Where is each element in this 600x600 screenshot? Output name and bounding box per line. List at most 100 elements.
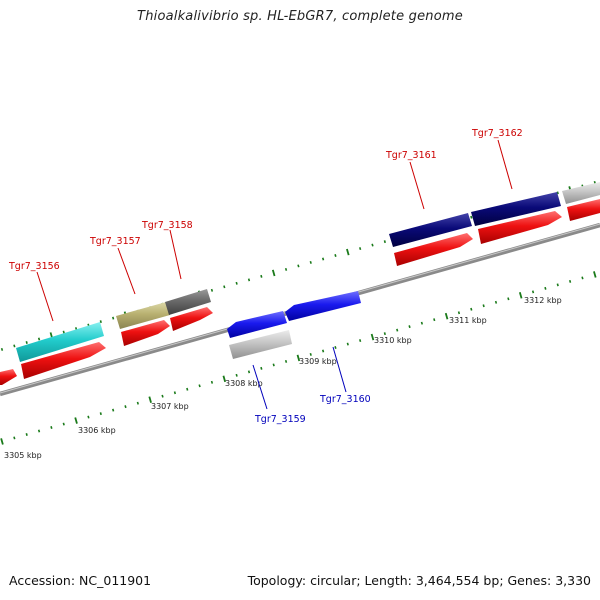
gene-label-tgr7-3156[interactable]: Tgr7_3156 [8,261,60,272]
genome-stats: Topology: circular; Length: 3,464,554 bp… [247,573,591,588]
minor-tick [396,328,399,332]
minor-tick [161,394,164,398]
major-tick [296,354,301,362]
minor-tick [124,405,127,409]
accession-label: Accession: [9,573,76,588]
gene-tgr7-3162[interactable] [471,192,561,226]
minor-tick [50,426,53,429]
gene-feature[interactable] [229,330,292,359]
gene-tgr7-3159[interactable] [227,311,287,338]
minor-tick [37,337,41,341]
gene-label-tgr7-3160[interactable]: Tgr7_3160 [319,394,371,405]
minor-tick [334,346,337,349]
minor-tick [359,339,362,343]
gene-label-tgr7-3158[interactable]: Tgr7_3158 [141,220,193,231]
reverse-gene-track [227,291,361,359]
minor-tick [173,391,177,395]
major-tick [370,333,375,341]
minor-tick [13,436,16,440]
minor-tick [309,353,312,356]
cds-feature[interactable] [21,342,106,379]
forward-gene-track [16,182,600,362]
scale-label: 3306 kbp [78,426,116,435]
gene-labels: Tgr7_3156 Tgr7_3157 Tgr7_3158 Tgr7_3159 … [8,128,523,425]
cds-track [0,199,600,385]
gene-label-tgr7-3162[interactable]: Tgr7_3162 [471,128,523,139]
gene-label-tgr7-3157[interactable]: Tgr7_3157 [89,236,141,247]
leader-line [409,161,425,210]
gene-label-tgr7-3159[interactable]: Tgr7_3159 [254,414,306,425]
minor-tick [210,380,214,384]
minor-tick [87,415,90,419]
scale-label: 3305 kbp [4,451,42,460]
length-value: 3,464,554 bp [415,573,500,588]
minor-tick [62,422,65,426]
major-tick [148,396,152,404]
cds-feature[interactable] [121,320,170,346]
minor-tick [136,401,139,405]
minor-tick [457,311,461,315]
cds-feature[interactable] [394,233,473,266]
minor-tick [321,257,325,261]
scale-label: 3312 kbp [524,296,562,305]
topology-label: Topology: [247,573,307,588]
minor-tick [284,267,288,271]
minor-tick [0,347,4,351]
minor-tick [420,321,424,325]
minor-tick [494,300,498,304]
minor-tick [272,363,275,367]
minor-tick [112,316,115,320]
minor-tick [531,290,535,294]
minor-tick [334,254,337,257]
minor-tick [186,387,189,391]
cds-feature[interactable] [567,199,600,221]
minor-tick [99,320,102,324]
minor-tick [470,215,473,219]
page-title: Thioalkalivibrio sp. HL-EbGR7, complete … [137,9,463,24]
gene-tgr7-3158[interactable] [165,289,211,315]
minor-tick [25,433,28,436]
leader-line [117,247,136,295]
scale-label: 3310 kbp [374,336,412,345]
minor-tick [247,370,251,374]
gene-feature[interactable] [562,182,600,204]
minor-tick [260,274,263,278]
minor-tick [247,278,251,282]
gene-tgr7-3161[interactable] [389,213,472,247]
minor-tick [544,286,547,290]
minor-tick [556,283,559,287]
topology-value: circular [310,573,357,588]
genes-value: 3,330 [555,573,591,588]
minor-tick [260,366,263,370]
gene-tgr7-3160[interactable] [285,291,361,321]
length-label: Length: [364,573,412,588]
minor-tick [321,349,325,353]
gene-tgr7-3157[interactable] [116,302,170,329]
leader-line [169,229,182,280]
minor-tick [408,325,411,329]
label-leaders [36,139,513,410]
cds-feature[interactable] [170,307,213,331]
minor-tick [198,384,201,388]
major-tick [518,292,523,299]
minor-tick [62,330,65,334]
leader-line [36,271,54,322]
reverse-scale-ticks [0,271,597,445]
gene-tgr7-3156[interactable] [16,322,104,362]
major-tick [593,271,597,278]
gene-label-tgr7-3161[interactable]: Tgr7_3161 [385,150,437,161]
cds-feature[interactable] [478,211,562,244]
accession-value: NC_011901 [79,573,152,588]
leader-line [497,139,513,190]
major-tick [222,375,227,383]
minor-tick [383,240,386,244]
major-tick [0,438,4,445]
minor-tick [359,247,362,251]
major-tick [444,312,449,320]
minor-tick [13,344,16,348]
minor-tick [556,191,559,195]
cds-feature[interactable] [0,369,17,385]
major-tick [346,248,350,256]
major-tick [271,269,276,277]
